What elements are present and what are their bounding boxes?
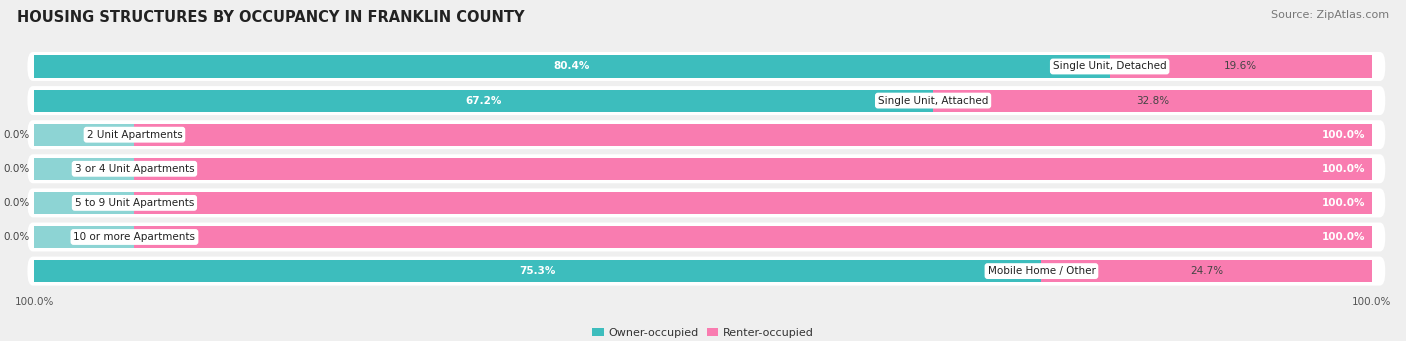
FancyBboxPatch shape [28,86,1385,115]
Text: 19.6%: 19.6% [1225,61,1257,72]
Bar [135,192,1372,214]
Text: Mobile Home / Other: Mobile Home / Other [987,266,1095,276]
Text: Single Unit, Detached: Single Unit, Detached [1053,61,1167,72]
Text: 5 to 9 Unit Apartments: 5 to 9 Unit Apartments [75,198,194,208]
Bar [34,192,135,214]
Text: 2 Unit Apartments: 2 Unit Apartments [87,130,183,140]
Text: 0.0%: 0.0% [4,164,30,174]
Bar [1109,55,1372,77]
Legend: Owner-occupied, Renter-occupied: Owner-occupied, Renter-occupied [588,324,818,341]
Bar [135,226,1372,248]
Text: 75.3%: 75.3% [520,266,555,276]
Bar [34,260,1042,282]
Text: 10 or more Apartments: 10 or more Apartments [73,232,195,242]
Bar [934,89,1372,112]
Text: Single Unit, Attached: Single Unit, Attached [877,95,988,106]
Text: 32.8%: 32.8% [1136,95,1168,106]
FancyBboxPatch shape [28,256,1385,286]
Bar [34,89,934,112]
FancyBboxPatch shape [28,222,1385,252]
Text: 100.0%: 100.0% [1322,164,1365,174]
Text: 100.0%: 100.0% [1322,232,1365,242]
Text: 67.2%: 67.2% [465,95,502,106]
Bar [1042,260,1372,282]
FancyBboxPatch shape [28,120,1385,149]
FancyBboxPatch shape [28,52,1385,81]
Bar [34,226,135,248]
Text: 0.0%: 0.0% [4,130,30,140]
Bar [34,55,1109,77]
Text: 24.7%: 24.7% [1189,266,1223,276]
Bar [135,123,1372,146]
Text: 100.0%: 100.0% [1322,130,1365,140]
Text: HOUSING STRUCTURES BY OCCUPANCY IN FRANKLIN COUNTY: HOUSING STRUCTURES BY OCCUPANCY IN FRANK… [17,10,524,25]
Text: 80.4%: 80.4% [554,61,591,72]
Text: 0.0%: 0.0% [4,232,30,242]
Text: 100.0%: 100.0% [1322,198,1365,208]
Text: Source: ZipAtlas.com: Source: ZipAtlas.com [1271,10,1389,20]
Bar [34,158,135,180]
Bar [135,158,1372,180]
FancyBboxPatch shape [28,188,1385,218]
FancyBboxPatch shape [28,154,1385,183]
Text: 0.0%: 0.0% [4,198,30,208]
Bar [34,123,135,146]
Text: 3 or 4 Unit Apartments: 3 or 4 Unit Apartments [75,164,194,174]
